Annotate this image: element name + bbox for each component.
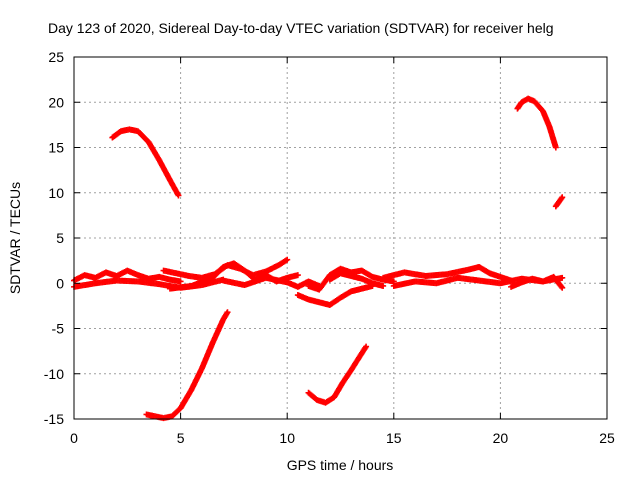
- y-tick-label: 25: [48, 49, 64, 65]
- data-point: [558, 283, 565, 290]
- axis-ticks: 0 5 10 15 20 25 -15 -10 -5 0 5 10 15 20 25: [44, 49, 615, 446]
- y-tick-label: 20: [48, 94, 64, 110]
- data-point: [284, 256, 291, 263]
- grid-lines: [74, 57, 607, 419]
- data-point: [559, 274, 566, 281]
- series-arc-11: [294, 282, 376, 308]
- data-point: [559, 284, 566, 291]
- y-tick-label: 5: [56, 230, 64, 246]
- series-arc-4: [143, 309, 231, 422]
- series-arc-6: [71, 267, 184, 285]
- series-arc-16: [508, 273, 566, 291]
- data-point: [559, 194, 566, 201]
- y-tick-label: -15: [44, 411, 64, 427]
- x-tick-label: 15: [386, 430, 402, 446]
- data-point: [224, 309, 231, 316]
- data-marks: [71, 95, 566, 422]
- y-tick-label: 0: [56, 275, 64, 291]
- series-arc-5: [305, 343, 370, 406]
- data-point: [552, 144, 559, 151]
- x-tick-label: 25: [599, 430, 615, 446]
- x-tick-label: 20: [493, 430, 509, 446]
- series-arc-3: [552, 194, 566, 210]
- x-axis-label: GPS time / hours: [287, 457, 394, 473]
- data-point: [175, 192, 182, 199]
- series-arc-2: [514, 95, 559, 151]
- data-point: [380, 282, 387, 289]
- series-arc-1: [109, 126, 182, 199]
- series-arc-13: [326, 270, 387, 289]
- series-arc-12: [305, 265, 397, 293]
- y-tick-label: -10: [44, 366, 64, 382]
- data-point: [363, 343, 370, 350]
- data-point: [294, 272, 301, 279]
- x-tick-label: 10: [279, 430, 295, 446]
- y-tick-label: 10: [48, 185, 64, 201]
- y-tick-label: 15: [48, 140, 64, 156]
- x-tick-label: 5: [177, 430, 185, 446]
- chart-title: Day 123 of 2020, Sidereal Day-to-day VTE…: [48, 20, 554, 36]
- series-arc-14: [380, 263, 515, 284]
- y-tick-label: -5: [52, 321, 65, 337]
- y-axis-label: SDTVAR / TECUs: [7, 182, 23, 294]
- data-point: [177, 278, 184, 285]
- x-tick-label: 0: [70, 430, 78, 446]
- series-arc-10: [220, 274, 323, 290]
